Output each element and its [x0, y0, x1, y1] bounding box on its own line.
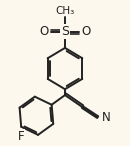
- Text: CH₃: CH₃: [55, 6, 75, 16]
- Text: O: O: [81, 25, 90, 38]
- Text: S: S: [61, 25, 69, 38]
- Text: N: N: [101, 111, 110, 124]
- Text: O: O: [40, 25, 49, 38]
- Text: F: F: [18, 130, 25, 143]
